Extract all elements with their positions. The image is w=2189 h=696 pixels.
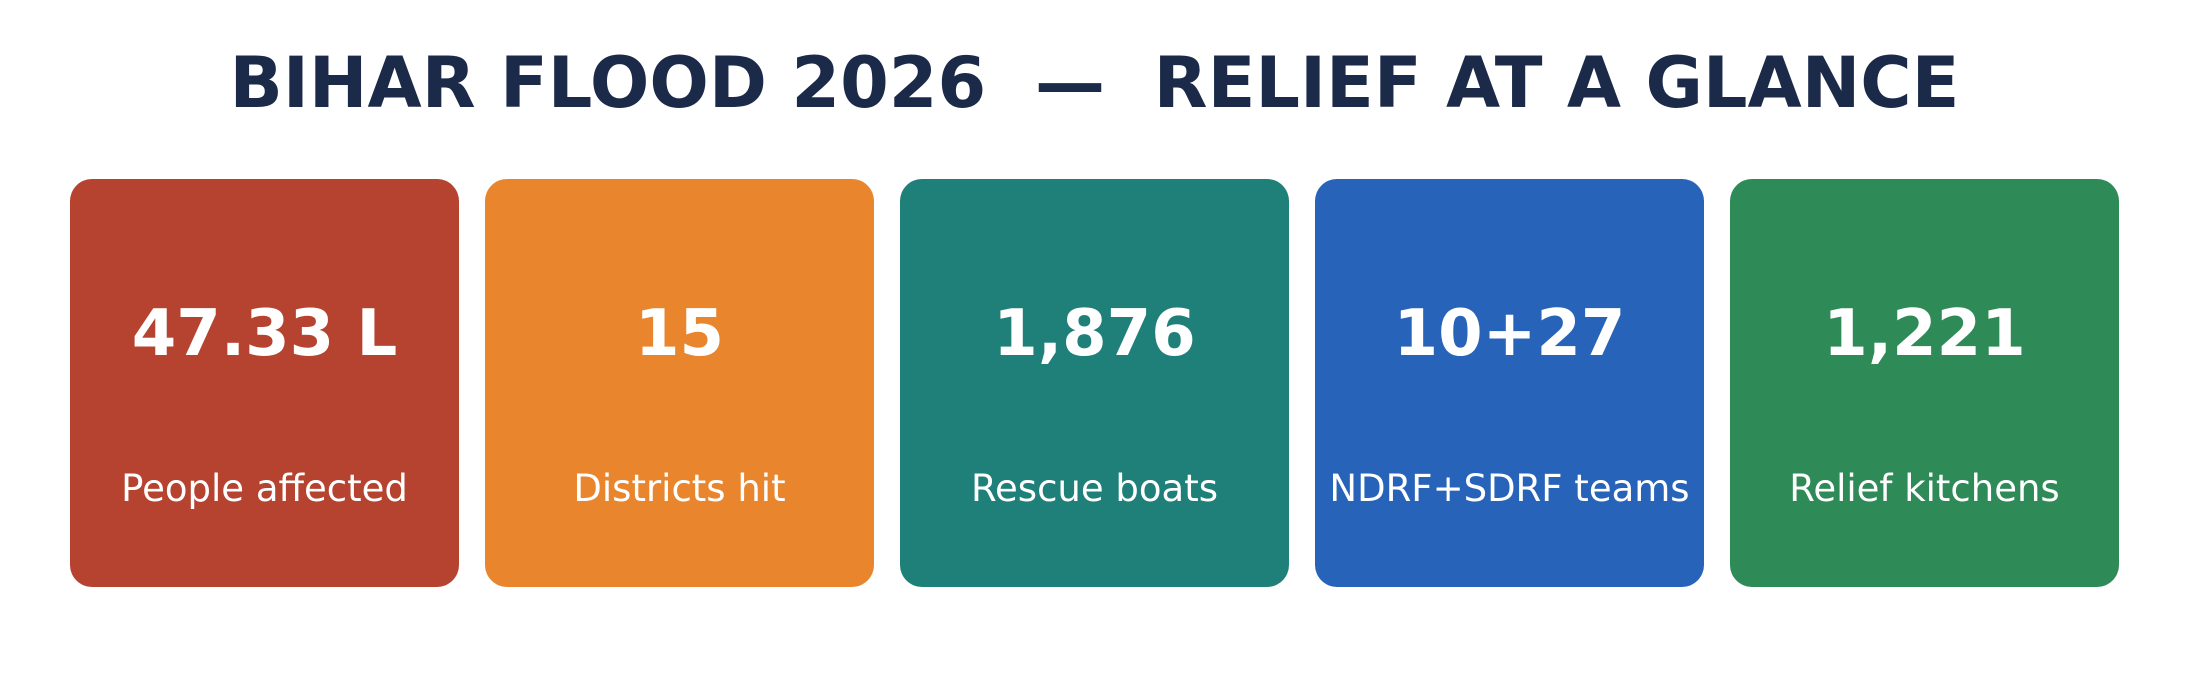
stat-label: Districts hit — [573, 467, 786, 510]
stat-card-districts-hit: 15 Districts hit — [485, 179, 874, 587]
stat-value: 10+27 — [1393, 297, 1626, 371]
stat-label: NDRF+SDRF teams — [1329, 467, 1690, 510]
stat-value: 15 — [634, 297, 725, 371]
stat-label: Relief kitchens — [1789, 467, 2060, 510]
stat-card-relief-kitchens: 1,221 Relief kitchens — [1730, 179, 2119, 587]
stat-value: 47.33 L — [131, 297, 398, 371]
page-title: BIHAR FLOOD 2026 — RELIEF AT A GLANCE — [229, 42, 1960, 124]
stat-card-rescue-boats: 1,876 Rescue boats — [900, 179, 1289, 587]
stat-card-people-affected: 47.33 L People affected — [70, 179, 459, 587]
stat-label: People affected — [121, 467, 408, 510]
stat-label: Rescue boats — [971, 467, 1218, 510]
stat-value: 1,876 — [993, 297, 1196, 371]
stat-cards: 47.33 L People affected 15 Districts hit… — [70, 179, 2119, 587]
stat-card-ndrf-sdrf-teams: 10+27 NDRF+SDRF teams — [1315, 179, 1704, 587]
stat-value: 1,221 — [1823, 297, 2026, 371]
